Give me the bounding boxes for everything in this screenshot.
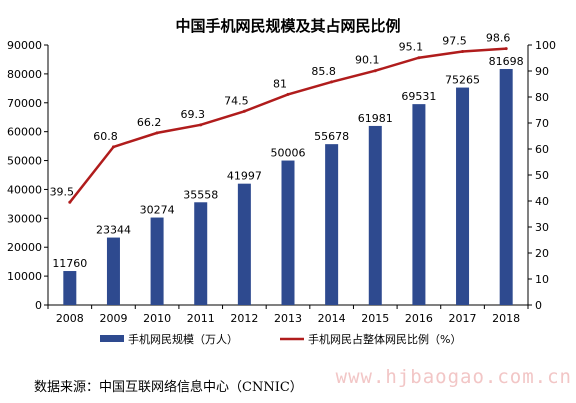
y-left-tick-label: 40000	[7, 183, 42, 196]
line-point	[199, 123, 203, 127]
y-left-tick-label: 30000	[7, 212, 42, 225]
x-tick-label: 2014	[318, 312, 346, 325]
line-value-label: 95.1	[399, 41, 424, 54]
line-value-label: 81	[273, 77, 287, 90]
y-left-tick-label: 60000	[7, 126, 42, 139]
bar	[325, 144, 339, 305]
legend: 手机网民规模（万人） 手机网民占整体网民比例（%）	[100, 332, 461, 346]
watermark: www.hjbaogao.com.cn	[336, 366, 572, 388]
y-right-tick-label: 60	[535, 143, 549, 156]
line-value-label: 98.6	[486, 32, 511, 45]
bar-value-label: 35558	[183, 188, 218, 201]
line-value-label: 97.5	[442, 35, 467, 48]
bar-value-label: 11760	[52, 257, 87, 270]
line-point	[242, 109, 246, 113]
line-value-label: 90.1	[355, 54, 380, 67]
line-point	[417, 56, 421, 60]
line-value-label: 74.5	[224, 94, 249, 107]
y-left-tick-label: 10000	[7, 270, 42, 283]
y-left-tick-label: 70000	[7, 97, 42, 110]
x-tick-label: 2012	[230, 312, 258, 325]
x-tick-label: 2018	[492, 312, 520, 325]
y-left-tick-label: 50000	[7, 155, 42, 168]
line-value-label: 69.3	[180, 108, 205, 121]
y-left-tick-label: 0	[35, 299, 42, 312]
y-right-tick-label: 40	[535, 195, 549, 208]
bar	[106, 237, 120, 305]
bar-value-label: 55678	[314, 130, 349, 143]
y-right-tick-label: 80	[535, 91, 549, 104]
bar	[281, 160, 295, 305]
bar-value-label: 41997	[227, 170, 262, 183]
x-tick-label: 2009	[99, 312, 127, 325]
bar	[63, 271, 77, 305]
x-tick-label: 2015	[361, 312, 389, 325]
bar	[412, 104, 426, 306]
line-value-label: 85.8	[311, 65, 336, 78]
chart-title: 中国手机网民规模及其占网民比例	[175, 17, 400, 35]
bar-value-label: 75265	[445, 74, 480, 87]
bar	[194, 202, 208, 305]
line-point	[155, 131, 159, 135]
line-point	[286, 92, 290, 96]
y-left-tick-label: 90000	[7, 39, 42, 52]
legend-label-bar: 手机网民规模（万人）	[128, 332, 238, 346]
x-tick-label: 2016	[405, 312, 433, 325]
line-point	[504, 47, 508, 51]
y-right-tick-label: 90	[535, 65, 549, 78]
y-right-tick-label: 30	[535, 221, 549, 234]
line-value-label: 39.5	[50, 185, 75, 198]
x-tick-label: 2013	[274, 312, 302, 325]
y-right-tick-label: 0	[535, 299, 542, 312]
line-point	[68, 200, 72, 204]
y-left-tick-label: 20000	[7, 241, 42, 254]
x-tick-label: 2017	[449, 312, 477, 325]
plot-area: 0 10000 20000 30000 40000 50000 60000 70000 8000…	[7, 32, 556, 325]
bar	[150, 217, 164, 305]
bar	[237, 183, 251, 305]
line-value-label: 60.8	[93, 130, 118, 143]
bar-value-label: 81698	[489, 55, 524, 68]
bar-value-label: 50006	[271, 147, 306, 160]
y-right-tick-label: 100	[535, 39, 556, 52]
line-point	[330, 80, 334, 84]
bar	[456, 87, 470, 305]
x-tick-label: 2008	[56, 312, 84, 325]
line-point	[111, 145, 115, 149]
x-tick-label: 2010	[143, 312, 171, 325]
bar-value-label: 61981	[358, 112, 393, 125]
bar-value-label: 69531	[401, 90, 436, 103]
line-point	[373, 69, 377, 73]
legend-swatch-bar	[100, 335, 124, 342]
bar	[368, 125, 382, 305]
bar-value-label: 23344	[96, 224, 131, 237]
y-right-tick-label: 20	[535, 247, 549, 260]
line-value-label: 66.2	[137, 116, 162, 129]
y-right-tick-label: 50	[535, 169, 549, 182]
legend-label-line: 手机网民占整体网民比例（%）	[308, 332, 461, 346]
y-right-tick-label: 10	[535, 273, 549, 286]
source-note: 数据来源：中国互联网络信息中心（CNNIC）	[34, 379, 303, 395]
bar	[499, 68, 513, 306]
y-left-tick-label: 80000	[7, 68, 42, 81]
bar-value-label: 30274	[140, 204, 175, 217]
line-point	[461, 50, 465, 53]
y-right-tick-label: 70	[535, 117, 549, 130]
x-tick-label: 2011	[187, 312, 215, 325]
